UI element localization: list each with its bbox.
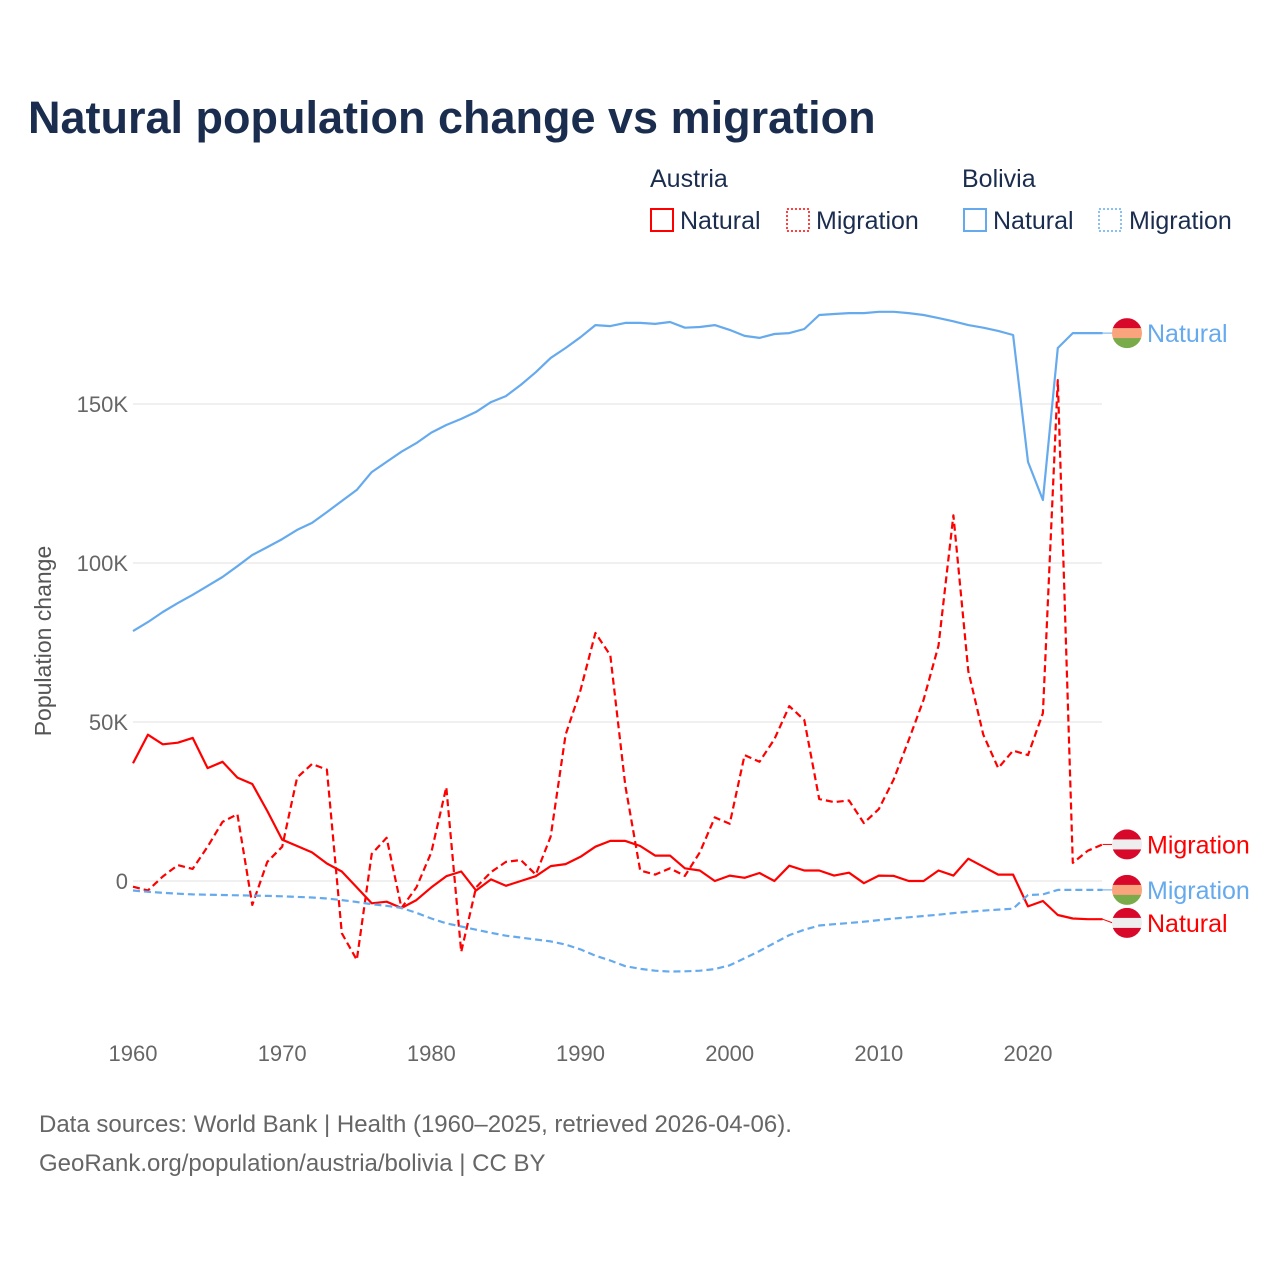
flag-austria-icon	[1112, 907, 1142, 938]
y-tick-label: 150K	[77, 392, 129, 417]
legend-swatch-bolivia-migration	[1098, 208, 1122, 232]
legend-swatch-austria-migration	[786, 208, 810, 232]
legend-swatch-bolivia-natural	[963, 208, 987, 232]
legend-label-austria-migration[interactable]: Migration	[816, 207, 919, 235]
label-connector	[1102, 918, 1113, 924]
flag-austria-icon	[1112, 829, 1142, 860]
series-bolivia-natural[interactable]	[132, 310, 1103, 633]
series-bolivia-migration[interactable]	[132, 888, 1103, 973]
x-tick-label: 1980	[407, 1041, 456, 1066]
x-tick-label: 1960	[109, 1041, 158, 1066]
legend-label-bolivia-natural[interactable]: Natural	[993, 207, 1074, 235]
y-tick-label: 0	[116, 869, 128, 894]
end-label-text: Migration	[1147, 877, 1250, 905]
end-label-text: Natural	[1147, 320, 1228, 348]
footer-source: Data sources: World Bank | Health (1960–…	[39, 1111, 792, 1138]
x-axis-ticks: 1960 1970 1980 1990 2000 2010 2020	[109, 1041, 1053, 1066]
y-tick-label: 100K	[77, 551, 129, 576]
chart-title: Natural population change vs migration	[28, 92, 876, 143]
x-tick-label: 2020	[1004, 1041, 1053, 1066]
x-tick-label: 1990	[556, 1041, 605, 1066]
end-label-text: Migration	[1147, 831, 1250, 859]
legend-swatch-austria-natural	[650, 208, 674, 232]
x-tick-label: 2000	[705, 1041, 754, 1066]
y-axis-label: Population change	[30, 546, 56, 737]
x-tick-label: 1970	[258, 1041, 307, 1066]
end-label-bolivia-natural: Natural	[1102, 318, 1228, 349]
y-axis-ticks: 0 50K 100K 150K	[77, 392, 129, 894]
flag-bolivia-icon	[1112, 874, 1142, 905]
legend: Austria Natural Migration Bolivia Natura…	[650, 165, 1232, 235]
legend-group-austria: Austria	[650, 165, 728, 193]
footer-link[interactable]: GeoRank.org/population/austria/bolivia |…	[39, 1150, 546, 1177]
series-austria-migration[interactable]	[132, 379, 1104, 961]
legend-group-bolivia: Bolivia	[962, 165, 1036, 193]
y-tick-label: 50K	[89, 710, 128, 735]
end-labels: Natural Migration Migration Natural	[1102, 318, 1250, 938]
end-label-text: Natural	[1147, 910, 1228, 938]
x-tick-label: 2010	[854, 1041, 903, 1066]
end-label-austria-migration: Migration	[1102, 829, 1250, 860]
legend-label-austria-natural[interactable]: Natural	[680, 207, 761, 235]
gridlines	[133, 403, 1102, 882]
end-label-bolivia-migration: Migration	[1102, 874, 1250, 905]
flag-bolivia-icon	[1112, 318, 1142, 349]
series-austria-natural[interactable]	[132, 733, 1103, 921]
series-lines	[132, 310, 1104, 973]
legend-label-bolivia-migration[interactable]: Migration	[1129, 207, 1232, 235]
end-label-austria-natural: Natural	[1102, 907, 1228, 938]
